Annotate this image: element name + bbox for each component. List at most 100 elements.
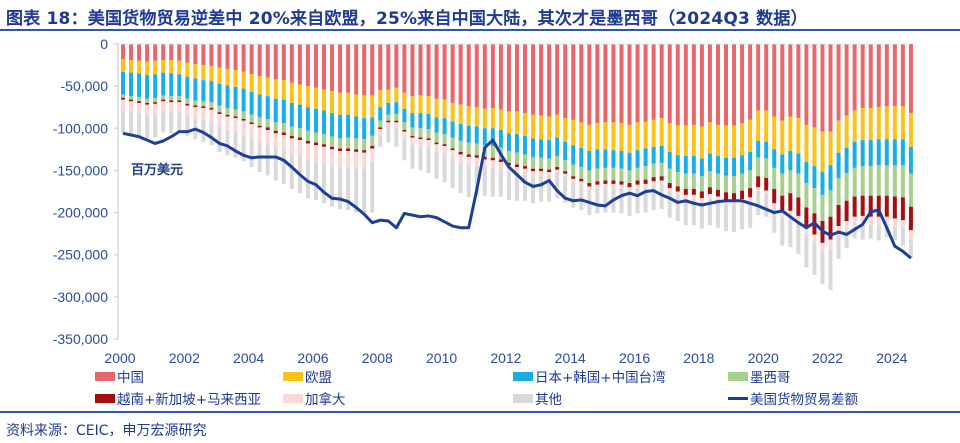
bar-segment	[442, 144, 447, 146]
bar-segment	[209, 109, 214, 122]
bar-segment	[635, 122, 640, 151]
bar-segment	[514, 152, 519, 165]
bar-segment	[892, 106, 897, 140]
bar-segment	[137, 44, 142, 61]
bar-segment	[523, 168, 527, 175]
bar-segment	[201, 80, 206, 102]
bar-segment	[611, 122, 616, 151]
bar-segment	[707, 44, 712, 123]
bar-segment	[121, 71, 125, 95]
bar-segment	[249, 74, 254, 93]
bar-segment	[724, 204, 728, 232]
bar-segment	[796, 215, 801, 223]
bar-segment	[313, 142, 318, 146]
bar-segment	[129, 60, 134, 73]
bar-segment	[209, 102, 214, 109]
bar-segment	[466, 142, 471, 155]
bar-segment	[788, 193, 793, 211]
bar-segment	[675, 194, 680, 221]
bar-segment	[555, 156, 560, 168]
bar-segment	[466, 125, 471, 143]
bar-segment	[394, 122, 399, 129]
bar-segment	[498, 159, 503, 162]
bar-segment	[804, 183, 809, 208]
bar-segment	[659, 44, 664, 119]
bar-segment	[153, 114, 158, 138]
bar-segment	[732, 176, 737, 194]
bar-segment	[354, 138, 359, 150]
bar-segment	[852, 167, 857, 197]
bar-segment	[354, 168, 359, 213]
bar-segment	[201, 44, 206, 66]
bar-segment	[579, 147, 584, 168]
y-axis: 0 -50,000 -100,000 -150,000 -200,000 -250,000…	[53, 36, 910, 347]
bar-segment	[675, 155, 680, 173]
bar-segment	[900, 44, 905, 107]
bar-segment	[265, 127, 270, 130]
x-tick-label: 2000	[104, 350, 135, 366]
bar-segment	[121, 94, 125, 98]
bar-segment	[265, 77, 270, 97]
bar-segment	[442, 118, 447, 135]
bar-segment	[338, 148, 343, 152]
bar-segment	[289, 82, 294, 103]
bar-segment	[724, 175, 728, 193]
bar-segment	[740, 173, 745, 191]
bar-segment	[748, 119, 753, 152]
bar-segment	[362, 44, 367, 96]
bar-segment	[876, 107, 881, 140]
bar-segment	[715, 156, 720, 174]
bar-segment	[844, 115, 849, 148]
bar-segment	[153, 60, 158, 75]
bar-segment	[643, 183, 648, 188]
bar-segment	[322, 110, 326, 135]
bar-segment	[490, 128, 495, 146]
bar-segment	[683, 194, 688, 200]
bar-segment	[161, 95, 166, 100]
bar-segment	[756, 157, 761, 177]
bar-segment	[305, 107, 310, 131]
bar-segment	[362, 139, 367, 151]
chart-legend: 中国 欧盟 日本+韩国+中国台湾 墨西哥 越南+新加坡+马来西亚 加拿大 其他 …	[95, 366, 955, 410]
bar-segment	[667, 191, 672, 218]
bar-segment	[908, 230, 913, 239]
bar-segment	[860, 44, 865, 109]
bar-segment	[434, 151, 439, 179]
bar-segment	[860, 195, 865, 216]
bar-segment	[426, 138, 431, 141]
bar-segment	[410, 44, 415, 97]
bar-segment	[410, 96, 415, 114]
bar-segment	[466, 165, 471, 198]
bar-segment	[772, 44, 777, 117]
bar-segment	[860, 108, 865, 141]
bar-segment	[563, 118, 568, 142]
bar-segment	[402, 108, 407, 123]
bar-segment	[201, 108, 206, 120]
bar-segment	[241, 135, 246, 162]
bar-segment	[860, 215, 865, 225]
bar-segment	[506, 111, 511, 134]
bar-segment	[571, 178, 576, 183]
bar-segment	[153, 97, 158, 103]
bar-segment	[201, 65, 206, 81]
bar-segment	[362, 118, 367, 140]
bar-segment	[539, 157, 544, 169]
x-tick-label: 2020	[748, 350, 779, 366]
bar-segment	[900, 106, 905, 140]
bar-segment	[265, 145, 270, 176]
bar-segment	[402, 44, 407, 93]
bar-segment	[506, 172, 511, 200]
bar-segment	[772, 207, 777, 233]
y-tick-label: -200,000	[53, 205, 108, 221]
bar-segment	[394, 128, 399, 147]
bar-segment	[145, 103, 150, 105]
bar-segment	[273, 79, 278, 99]
bar-segment	[884, 106, 889, 140]
bar-segment	[748, 201, 753, 228]
bar-segment	[370, 145, 375, 149]
bar-segment	[185, 98, 190, 104]
bar-segment	[908, 113, 913, 147]
bar-segment	[699, 198, 704, 203]
bar-segment	[627, 44, 632, 125]
bar-segment	[402, 138, 407, 161]
